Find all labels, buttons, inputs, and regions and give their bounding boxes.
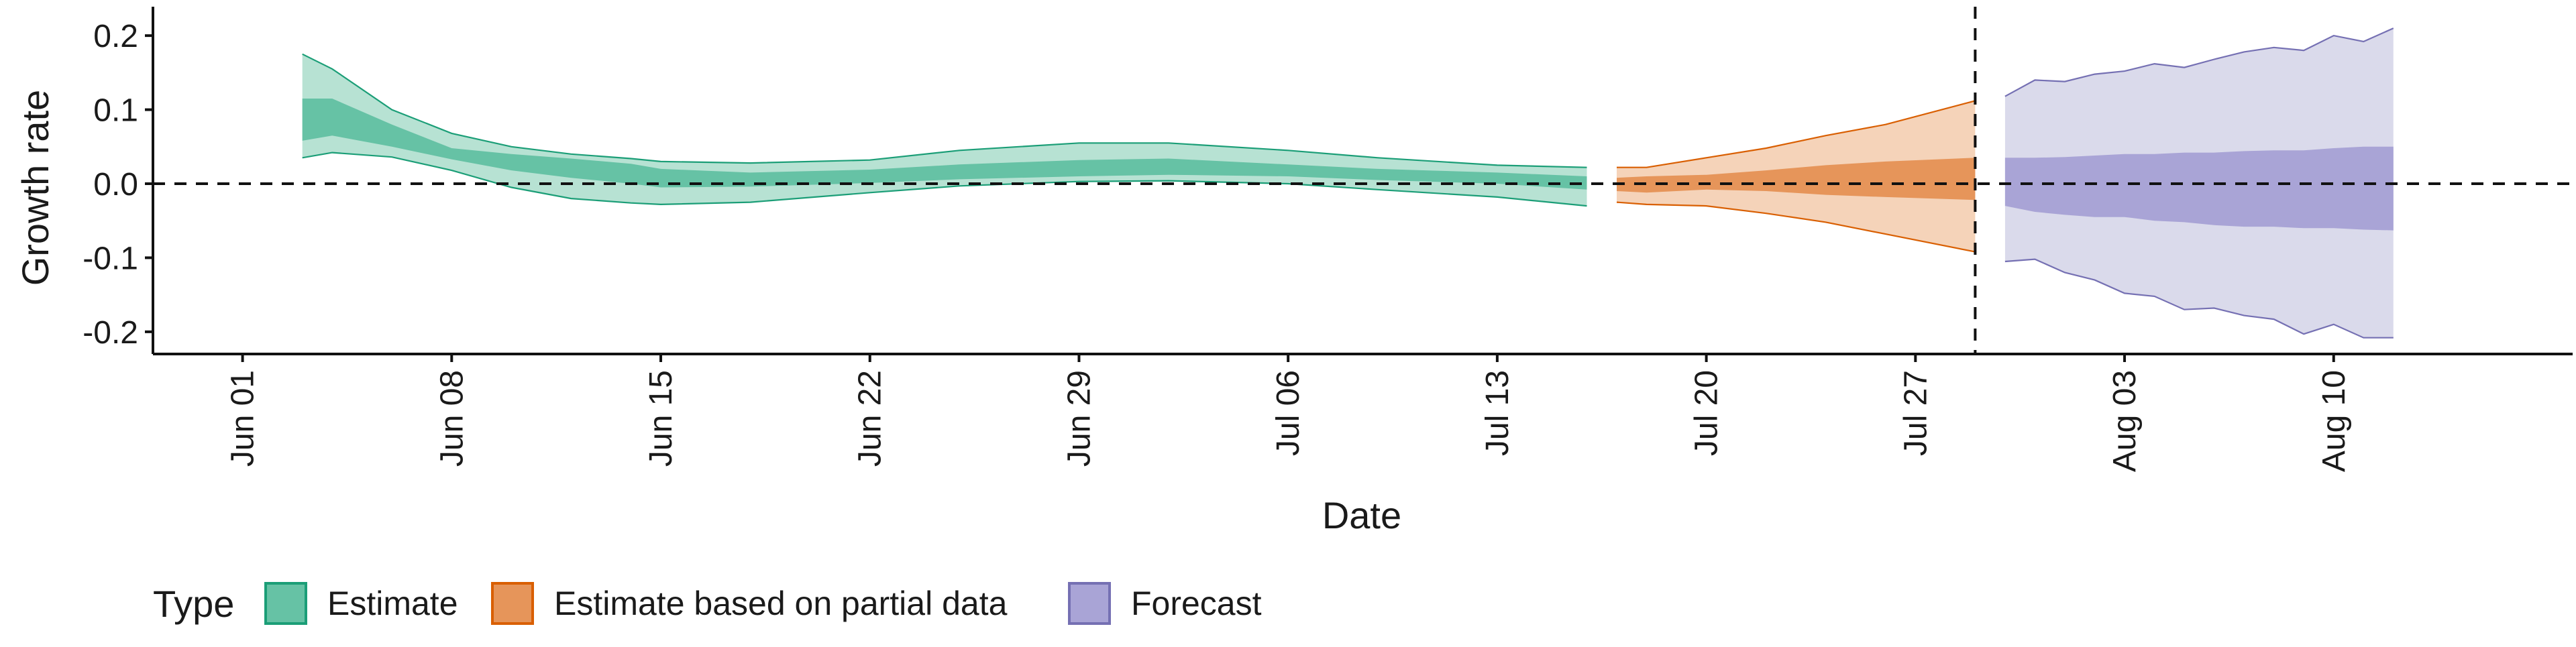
y-tick-label: 0.2	[93, 19, 138, 54]
series-inner-band	[2004, 146, 2394, 231]
y-tick-label: 0.1	[93, 93, 138, 129]
series-upper-edge	[302, 53, 1587, 168]
x-tick-label: Aug 10	[2316, 370, 2352, 472]
legend-label-1: Estimate based on partial data	[554, 585, 1008, 622]
series-upper-edge	[1617, 100, 1976, 168]
y-tick-label: -0.2	[83, 315, 138, 351]
x-tick-label: Aug 03	[2107, 370, 2143, 472]
y-tick-label: -0.1	[83, 241, 138, 276]
legend-key-2	[1068, 582, 1111, 625]
series-1	[1616, 100, 1976, 253]
y-axis-title: Growth rate	[14, 90, 56, 286]
x-tick-label: Jul 06	[1271, 370, 1306, 456]
series-lower-edge	[2004, 258, 2394, 339]
reference-lines-layer	[153, 7, 2573, 354]
bands-layer	[302, 27, 2394, 339]
series-inner-band	[302, 99, 1587, 190]
x-tick-label: Jun 22	[853, 370, 888, 467]
series-inner-band	[1617, 158, 1976, 200]
series-upper-edge	[2004, 27, 2394, 97]
y-tick-label: 0.0	[93, 167, 138, 202]
axes-layer: 0.2 0.1 0.0 -0.1 -0.2 Jun 01 Jun 08 Jun 15 Jun 2…	[83, 7, 2573, 472]
x-tick-label: Jun 29	[1062, 370, 1097, 467]
series-lower-edge	[1616, 201, 1976, 253]
legend-key-0	[264, 582, 307, 625]
series-0	[302, 53, 1587, 207]
legend-key-1	[491, 582, 534, 625]
x-tick-label: Jun 01	[225, 370, 261, 467]
legend: Type Estimate Estimate based on partial d…	[153, 582, 1262, 625]
legend-label-2: Forecast	[1131, 585, 1262, 622]
x-tick-label: Jul 27	[1898, 370, 1933, 456]
x-axis-title: Date	[1322, 494, 1401, 536]
x-tick-label: Jun 08	[434, 370, 470, 467]
legend-label-0: Estimate	[327, 585, 458, 622]
x-tick-label: Jul 13	[1480, 370, 1515, 456]
series-lower-edge	[302, 152, 1587, 207]
legend-title: Type	[153, 583, 234, 625]
x-tick-label: Jun 15	[643, 370, 679, 467]
x-tick-label: Jul 20	[1689, 370, 1725, 456]
